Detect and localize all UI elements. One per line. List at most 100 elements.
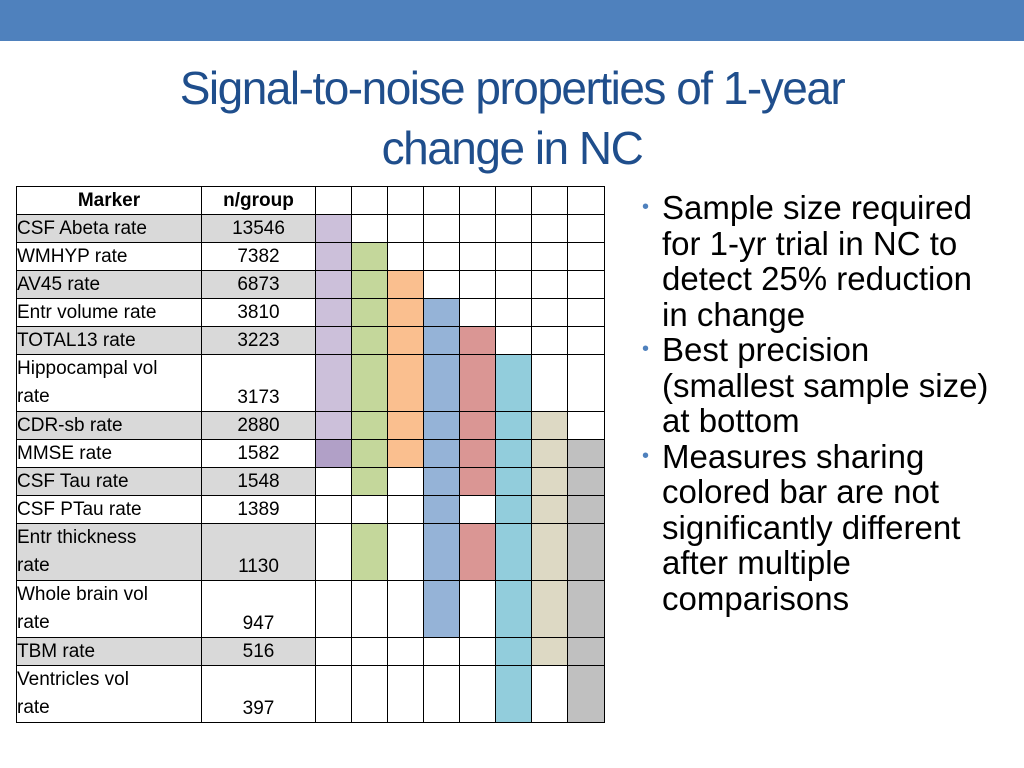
bar-cell <box>459 354 496 412</box>
bar-cell <box>459 439 496 468</box>
bullet-item: • Measures sharing colored bar are not si… <box>638 438 998 617</box>
bar-cell <box>351 354 388 412</box>
bar-cell <box>459 411 496 440</box>
bar-cell <box>567 580 605 638</box>
bar-cell <box>351 523 388 581</box>
bullet-item: • Sample size required for 1-yr trial in … <box>638 190 998 332</box>
table-row: CSF Abeta rate 13546 <box>16 214 605 243</box>
table-row: CSF PTau rate 1389 <box>16 495 605 524</box>
bar-cell <box>531 523 568 581</box>
marker-label: rate <box>17 697 50 718</box>
bar-cell <box>495 439 532 468</box>
marker-cell: CSF Abeta rate <box>16 214 202 243</box>
bar-cell <box>423 354 460 412</box>
bar-cell <box>387 467 424 496</box>
bar-cell <box>495 411 532 440</box>
marker-label: CSF PTau rate <box>17 499 142 520</box>
bar-cell <box>387 523 424 581</box>
table-header-row: Marker n/group <box>16 186 605 215</box>
bar-cell <box>423 439 460 468</box>
bar-cell <box>531 467 568 496</box>
bar-cell <box>351 665 388 723</box>
marker-label: Entr thickness <box>17 527 137 548</box>
column-header-marker: Marker <box>16 186 202 215</box>
marker-label: TBM rate <box>17 641 96 662</box>
table-row: CSF Tau rate 1548 <box>16 467 605 496</box>
marker-cell: Ventricles vol rate <box>16 665 202 723</box>
header-bar-cell <box>315 186 352 215</box>
marker-label: rate <box>17 386 50 407</box>
slide-title: Signal-to-noise properties of 1-year cha… <box>60 58 964 178</box>
ngroup-value: 516 <box>201 637 316 666</box>
header-bar-cell <box>495 186 532 215</box>
bar-cell <box>531 439 568 468</box>
slide-title-line-2: change in NC <box>381 122 644 174</box>
marker-cell: Hippocampal vol rate <box>16 354 202 412</box>
slide-title-line-1: Signal-to-noise properties of 1-year <box>179 62 846 114</box>
bar-cell <box>351 214 388 243</box>
marker-label: MMSE rate <box>17 443 113 464</box>
table-row: MMSE rate 1582 <box>16 439 605 468</box>
bar-cell <box>531 665 568 723</box>
top-accent-bar <box>0 0 1024 41</box>
header-bar-cell <box>387 186 424 215</box>
marker-label: Whole brain vol <box>17 584 148 605</box>
bar-cell <box>387 214 424 243</box>
ngroup-value: 1130 <box>201 523 316 581</box>
bar-cell <box>495 637 532 666</box>
bar-cell <box>495 298 532 327</box>
bar-cell <box>351 439 388 468</box>
marker-label: Hippocampal vol <box>17 358 158 379</box>
bar-cell <box>459 242 496 271</box>
marker-cell: WMHYP rate <box>16 242 202 271</box>
marker-cell: TBM rate <box>16 637 202 666</box>
ngroup-value: 1548 <box>201 467 316 496</box>
bar-cell <box>531 411 568 440</box>
bullet-dot-icon: • <box>642 444 650 467</box>
bar-cell <box>459 637 496 666</box>
bar-cell <box>459 665 496 723</box>
bar-cell <box>459 523 496 581</box>
column-header-ngroup: n/group <box>201 186 316 215</box>
bullet-list: • Sample size required for 1-yr trial in … <box>638 190 998 616</box>
bar-cell <box>423 580 460 638</box>
bar-cell <box>423 495 460 524</box>
bar-cell <box>495 467 532 496</box>
bar-cell <box>567 467 605 496</box>
bar-cell <box>423 298 460 327</box>
bar-cell <box>315 467 352 496</box>
ngroup-value: 13546 <box>201 214 316 243</box>
bar-cell <box>351 326 388 355</box>
bar-cell <box>387 411 424 440</box>
bar-cell <box>459 326 496 355</box>
bar-cell <box>459 270 496 299</box>
marker-label: TOTAL13 rate <box>17 330 136 351</box>
bar-cell <box>495 580 532 638</box>
table-row: TOTAL13 rate 3223 <box>16 326 605 355</box>
bar-cell <box>459 214 496 243</box>
bar-cell <box>351 495 388 524</box>
marker-cell: MMSE rate <box>16 439 202 468</box>
marker-cell: CDR-sb rate <box>16 411 202 440</box>
bar-cell <box>387 439 424 468</box>
marker-cell: AV45 rate <box>16 270 202 299</box>
header-bar-cell <box>459 186 496 215</box>
bar-cell <box>351 270 388 299</box>
bar-cell <box>567 439 605 468</box>
bar-cell <box>423 242 460 271</box>
sample-size-table: Marker n/group CSF Abeta rate 13546 WMHYP … <box>16 186 605 723</box>
ngroup-value: 7382 <box>201 242 316 271</box>
bar-cell <box>387 665 424 723</box>
bar-cell <box>567 637 605 666</box>
bar-cell <box>387 580 424 638</box>
bar-cell <box>495 495 532 524</box>
bar-cell <box>531 242 568 271</box>
bar-cell <box>387 637 424 666</box>
bar-cell <box>531 495 568 524</box>
bar-cell <box>315 439 352 468</box>
bar-cell <box>567 523 605 581</box>
bar-cell <box>567 411 605 440</box>
table-row: WMHYP rate 7382 <box>16 242 605 271</box>
bullet-dot-icon: • <box>642 196 650 218</box>
ngroup-value: 3223 <box>201 326 316 355</box>
